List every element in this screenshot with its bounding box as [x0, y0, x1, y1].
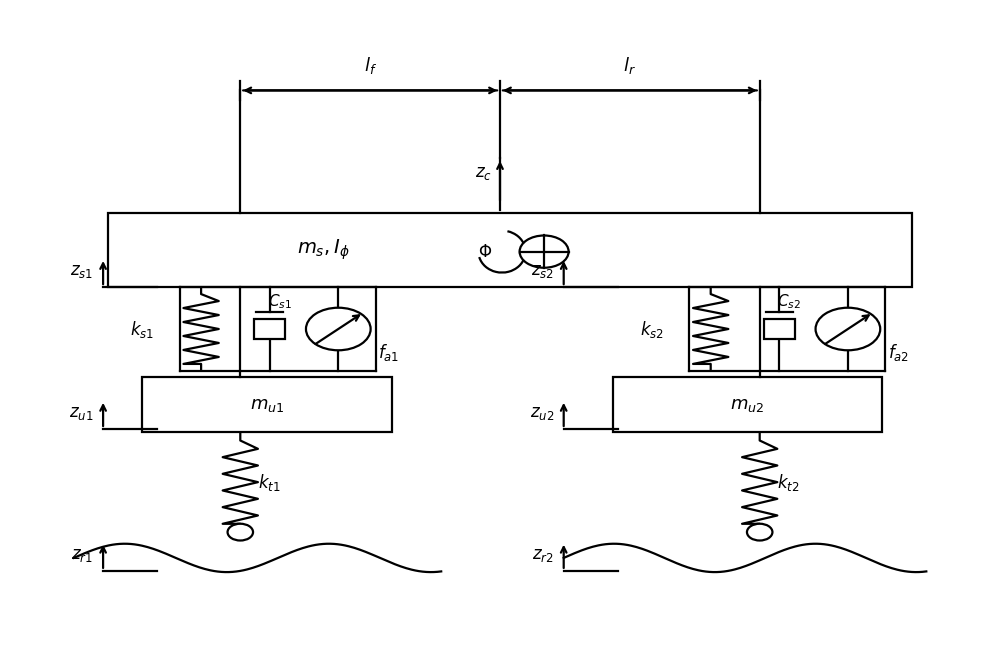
Text: $z_c$: $z_c$ — [475, 164, 492, 182]
Text: $f_{a2}$: $f_{a2}$ — [888, 342, 909, 363]
Circle shape — [228, 524, 253, 540]
Text: $z_{u2}$: $z_{u2}$ — [530, 404, 554, 422]
Text: $l_f$: $l_f$ — [364, 55, 377, 76]
Text: $z_{s2}$: $z_{s2}$ — [531, 262, 554, 280]
Bar — [764, 319, 795, 339]
Text: $C_{s2}$: $C_{s2}$ — [777, 292, 801, 311]
Text: $k_{s1}$: $k_{s1}$ — [130, 318, 154, 340]
Text: $\Phi$: $\Phi$ — [478, 243, 492, 261]
Bar — [108, 213, 912, 287]
Text: $l_r$: $l_r$ — [623, 55, 636, 76]
Text: $z_{u1}$: $z_{u1}$ — [69, 404, 93, 422]
Text: $k_{s2}$: $k_{s2}$ — [640, 318, 664, 340]
Bar — [254, 319, 285, 339]
Circle shape — [306, 308, 371, 350]
Text: $C_{s1}$: $C_{s1}$ — [268, 292, 292, 311]
Text: $k_{t2}$: $k_{t2}$ — [777, 472, 800, 493]
Text: $m_{u1}$: $m_{u1}$ — [250, 395, 284, 414]
Circle shape — [520, 236, 569, 268]
Text: $z_{r2}$: $z_{r2}$ — [532, 546, 554, 564]
Text: $k_{t1}$: $k_{t1}$ — [258, 472, 281, 493]
Text: $z_{s1}$: $z_{s1}$ — [70, 262, 93, 280]
Text: $m_s, I_\phi$: $m_s, I_\phi$ — [297, 238, 350, 263]
Bar — [142, 378, 392, 432]
Text: $f_{a1}$: $f_{a1}$ — [378, 342, 400, 363]
Bar — [613, 378, 882, 432]
Circle shape — [816, 308, 880, 350]
Text: $z_{r1}$: $z_{r1}$ — [71, 546, 93, 564]
Text: $m_{u2}$: $m_{u2}$ — [730, 395, 765, 414]
Circle shape — [747, 524, 772, 540]
